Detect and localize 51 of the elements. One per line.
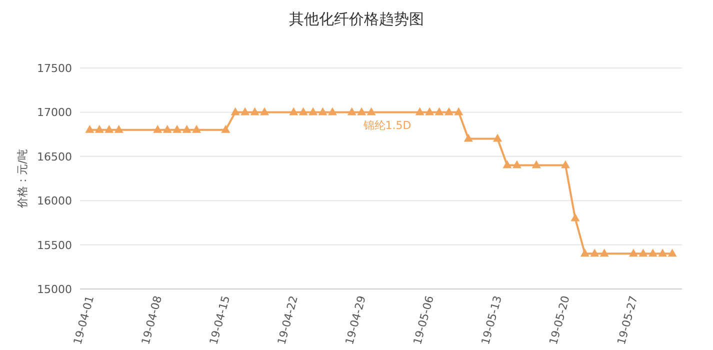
point	[628, 248, 638, 257]
point	[454, 107, 464, 116]
point	[347, 107, 356, 116]
point	[580, 248, 590, 257]
point	[668, 248, 677, 257]
point	[590, 248, 600, 257]
y-tick-label: 17500	[37, 62, 72, 75]
point	[308, 107, 318, 116]
point	[318, 107, 328, 116]
point	[94, 124, 104, 133]
point	[104, 124, 114, 133]
point	[638, 248, 648, 257]
point	[114, 124, 124, 133]
point	[648, 248, 658, 257]
point	[172, 124, 182, 133]
point	[366, 107, 376, 116]
point	[298, 107, 308, 116]
point	[182, 124, 192, 133]
series-label: 锦纶1.5D	[362, 119, 412, 132]
y-tick-label: 15000	[37, 283, 72, 296]
point	[434, 107, 444, 116]
y-tick-label: 16500	[37, 150, 72, 164]
point	[85, 124, 94, 133]
y-axis-title: 价格：元/吨	[16, 149, 29, 209]
point	[502, 160, 512, 168]
point	[230, 107, 240, 116]
point	[162, 124, 172, 133]
point	[357, 107, 366, 116]
point	[570, 213, 580, 222]
point	[425, 107, 434, 116]
point	[328, 107, 337, 116]
y-tick-label: 17000	[37, 106, 72, 120]
y-tick-label: 16000	[37, 194, 72, 208]
point	[658, 248, 668, 257]
point	[240, 107, 250, 116]
y-tick-label: 15500	[37, 238, 72, 252]
point	[221, 124, 230, 133]
point	[192, 124, 202, 133]
point	[464, 134, 473, 142]
point	[289, 107, 298, 116]
point	[600, 248, 609, 257]
point	[532, 160, 541, 168]
point	[512, 160, 522, 168]
point	[250, 107, 260, 116]
chart-title: 其他化纤价格趋势图	[289, 10, 424, 28]
point	[415, 107, 424, 116]
point	[560, 160, 570, 168]
point	[493, 134, 502, 142]
point	[153, 124, 162, 133]
point	[260, 107, 269, 116]
point	[444, 107, 454, 116]
